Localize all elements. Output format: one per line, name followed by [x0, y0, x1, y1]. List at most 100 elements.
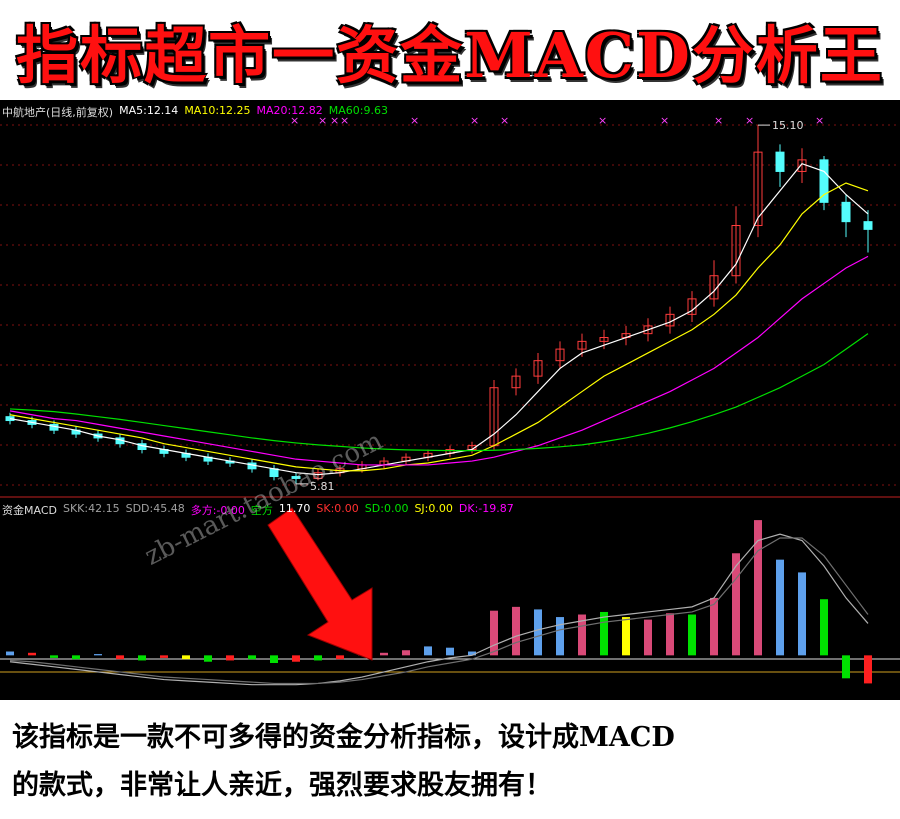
bar: [798, 572, 806, 656]
legend-entry: MA5:12.14: [119, 104, 179, 117]
bar: [688, 614, 696, 656]
bar: [402, 650, 410, 656]
bar: [556, 617, 564, 656]
bar: [644, 619, 652, 656]
bar: [446, 647, 454, 656]
bar: [292, 655, 300, 662]
bar: [226, 655, 234, 661]
legend-title: 资金MACD: [2, 504, 57, 517]
bar: [270, 655, 278, 663]
legend-entry: 空方: [250, 504, 273, 517]
candle-body: [599, 337, 609, 342]
legend-title: 中航地产(日线,前复权): [2, 106, 114, 119]
bar: [160, 655, 168, 658]
legend-entry: MA10:12.25: [184, 104, 251, 117]
bar: [754, 520, 762, 656]
bar: [28, 652, 36, 656]
svg-text:×: ×: [330, 114, 339, 127]
candle-body: [555, 348, 565, 362]
svg-text:×: ×: [815, 114, 824, 127]
signal-marks: × × × × × × × × × × × ×: [290, 114, 824, 127]
legend-entry: SKK:42.15: [62, 502, 120, 515]
bar: [842, 655, 850, 679]
line: [9, 537, 869, 685]
bar: [710, 597, 718, 656]
candle-body: [511, 375, 521, 389]
bar: [94, 654, 102, 656]
candle-body: [819, 159, 829, 203]
macd-legend: 资金MACD SKK:42.15 SDD:45.48 多方:-0.00 空方 11.70…: [2, 502, 514, 518]
candle-body: [313, 472, 323, 479]
legend-entry: MA60:9.63: [328, 104, 388, 117]
bar: [204, 655, 212, 662]
svg-text:×: ×: [745, 114, 754, 127]
svg-text:×: ×: [290, 114, 299, 127]
legend-entry: MA20:12.82: [256, 104, 323, 117]
bar: [864, 655, 872, 684]
background: [0, 100, 900, 700]
bar: [314, 655, 322, 661]
svg-text:×: ×: [714, 114, 723, 127]
bar: [732, 553, 740, 656]
line: [9, 333, 869, 452]
svg-text:×: ×: [660, 114, 669, 127]
svg-text:×: ×: [598, 114, 607, 127]
legend-entry: 11.70: [278, 502, 311, 515]
legend-entry: SD:0.00: [364, 502, 409, 515]
bar: [512, 606, 520, 656]
banner-title: 指标超市一资金MACD分析王: [16, 19, 884, 92]
bar: [622, 617, 630, 656]
bar: [248, 655, 256, 660]
bar: [534, 609, 542, 656]
grid: [0, 124, 900, 486]
svg-text:×: ×: [340, 114, 349, 127]
bar: [424, 646, 432, 656]
svg-text:×: ×: [470, 114, 479, 127]
candle-body: [775, 151, 785, 172]
svg-text:×: ×: [318, 114, 327, 127]
line: [9, 255, 869, 466]
bar: [776, 559, 784, 656]
red-arrow: [267, 507, 373, 661]
line: [9, 182, 869, 472]
price-legend: 中航地产(日线,前复权) MA5:12.14 MA10:12.25 MA20:12.…: [2, 104, 388, 120]
bar: [116, 655, 124, 660]
bar: [578, 614, 586, 656]
bar: [468, 651, 476, 656]
candle-body: [753, 151, 763, 227]
footer: 该指标是一款不可多得的资金分析指标，设计成MACD 的款式，非常让人亲近，强烈要…: [12, 714, 892, 810]
candle-body: [533, 360, 543, 377]
bar: [820, 599, 828, 656]
candle-body: [577, 340, 587, 350]
candle-body: [709, 275, 719, 300]
legend-entry: DK:-19.87: [458, 502, 514, 515]
candle-body: [291, 476, 301, 479]
bar: [490, 610, 498, 656]
legend-entry: SDD:45.48: [125, 502, 185, 515]
bar: [600, 611, 608, 656]
candle-body: [643, 325, 653, 335]
svg-text:×: ×: [410, 114, 419, 127]
bar: [666, 613, 674, 656]
footer-line: 该指标是一款不可多得的资金分析指标，设计成MACD: [12, 722, 675, 753]
candle-body: [731, 225, 741, 277]
bar: [336, 655, 344, 660]
legend-entry: SJ:0.00: [414, 502, 453, 515]
bar: [72, 655, 80, 660]
annotation: 15.10: [772, 119, 804, 132]
line: [9, 163, 869, 476]
chart: × × × × × × × × × × × × 15.105.81: [0, 100, 900, 700]
line: [9, 533, 869, 686]
legend-entry: 多方:-0.00: [190, 504, 245, 517]
bar: [138, 655, 146, 661]
candle-body: [863, 221, 873, 230]
footer-line: 的款式，非常让人亲近，强烈要求股友拥有！: [12, 770, 552, 801]
bar: [380, 652, 388, 656]
candle-body: [841, 201, 851, 223]
legend-entry: SK:0.00: [316, 502, 359, 515]
svg-text:×: ×: [500, 114, 509, 127]
bar: [6, 651, 14, 656]
annotation: 5.81: [310, 480, 335, 493]
bar: [50, 655, 58, 658]
